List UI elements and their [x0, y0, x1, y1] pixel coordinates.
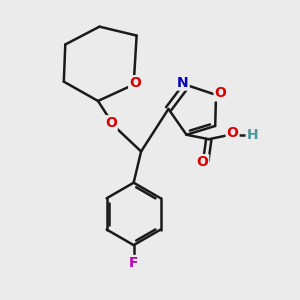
Text: O: O — [226, 126, 238, 140]
Text: F: F — [129, 256, 138, 270]
Text: O: O — [196, 155, 208, 169]
Text: O: O — [129, 76, 141, 90]
Text: O: O — [105, 116, 117, 130]
Text: O: O — [214, 86, 226, 100]
Text: N: N — [177, 76, 189, 90]
Text: H: H — [247, 128, 258, 142]
